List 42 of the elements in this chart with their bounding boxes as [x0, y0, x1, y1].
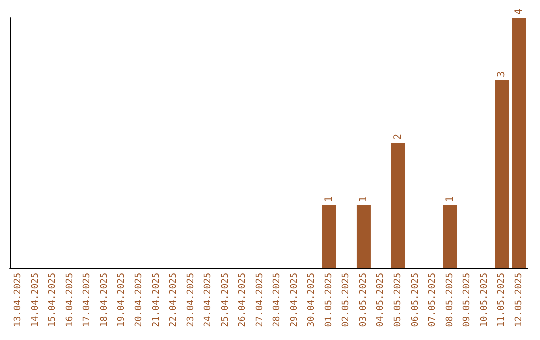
x-tick-label: 14.04.2025 [30, 273, 41, 328]
x-tick-label: 13.04.2025 [14, 273, 24, 328]
x-tick-label: 12.05.2025 [514, 273, 524, 328]
x-tick-label: 02.05.2025 [342, 273, 352, 328]
data-label: 1 [444, 196, 456, 202]
x-tick-label: 23.04.2025 [186, 273, 196, 328]
x-tick-label: 27.04.2025 [255, 273, 266, 328]
x-tick-label: 22.04.2025 [169, 273, 180, 328]
x-tick-label: 29.04.2025 [290, 273, 300, 328]
x-tick-label: 06.05.2025 [410, 273, 421, 328]
bar [495, 80, 510, 268]
x-tick-label: 30.04.2025 [307, 273, 318, 328]
x-tick-label: 20.04.2025 [134, 273, 144, 328]
x-tick-label: 15.04.2025 [48, 273, 58, 328]
x-tick-label: 17.04.2025 [82, 273, 93, 328]
bar [322, 206, 336, 268]
x-tick-label: 28.04.2025 [272, 273, 283, 328]
x-tick-label: 19.04.2025 [117, 273, 128, 328]
bar [392, 143, 406, 268]
data-label: 1 [358, 196, 370, 202]
x-tick-label: 07.05.2025 [428, 273, 438, 328]
x-tick-label: 08.05.2025 [445, 273, 456, 328]
x-tick-label: 05.05.2025 [394, 273, 404, 328]
data-label: 3 [496, 71, 508, 78]
x-tick-label: 03.05.2025 [358, 273, 369, 328]
x-tick-label: 01.05.2025 [324, 273, 334, 328]
x-tick-label: 11.05.2025 [497, 273, 508, 328]
x-tick-label: 21.04.2025 [152, 273, 162, 328]
data-label: 2 [393, 134, 404, 140]
x-tick-label: 10.05.2025 [480, 273, 490, 328]
x-tick-label: 25.04.2025 [220, 273, 231, 328]
x-tick-label: 16.04.2025 [65, 273, 76, 328]
x-tick-label: 26.04.2025 [238, 273, 248, 328]
bar [443, 206, 458, 268]
bar [356, 206, 371, 268]
x-tick-label: 04.05.2025 [376, 273, 386, 328]
data-label: 1 [324, 196, 335, 202]
data-label: 4 [514, 8, 525, 15]
x-tick-label: 18.04.2025 [100, 273, 110, 328]
x-tick-label: 09.05.2025 [462, 273, 473, 328]
x-tick-label: 24.04.2025 [204, 273, 214, 328]
bar [512, 18, 526, 268]
